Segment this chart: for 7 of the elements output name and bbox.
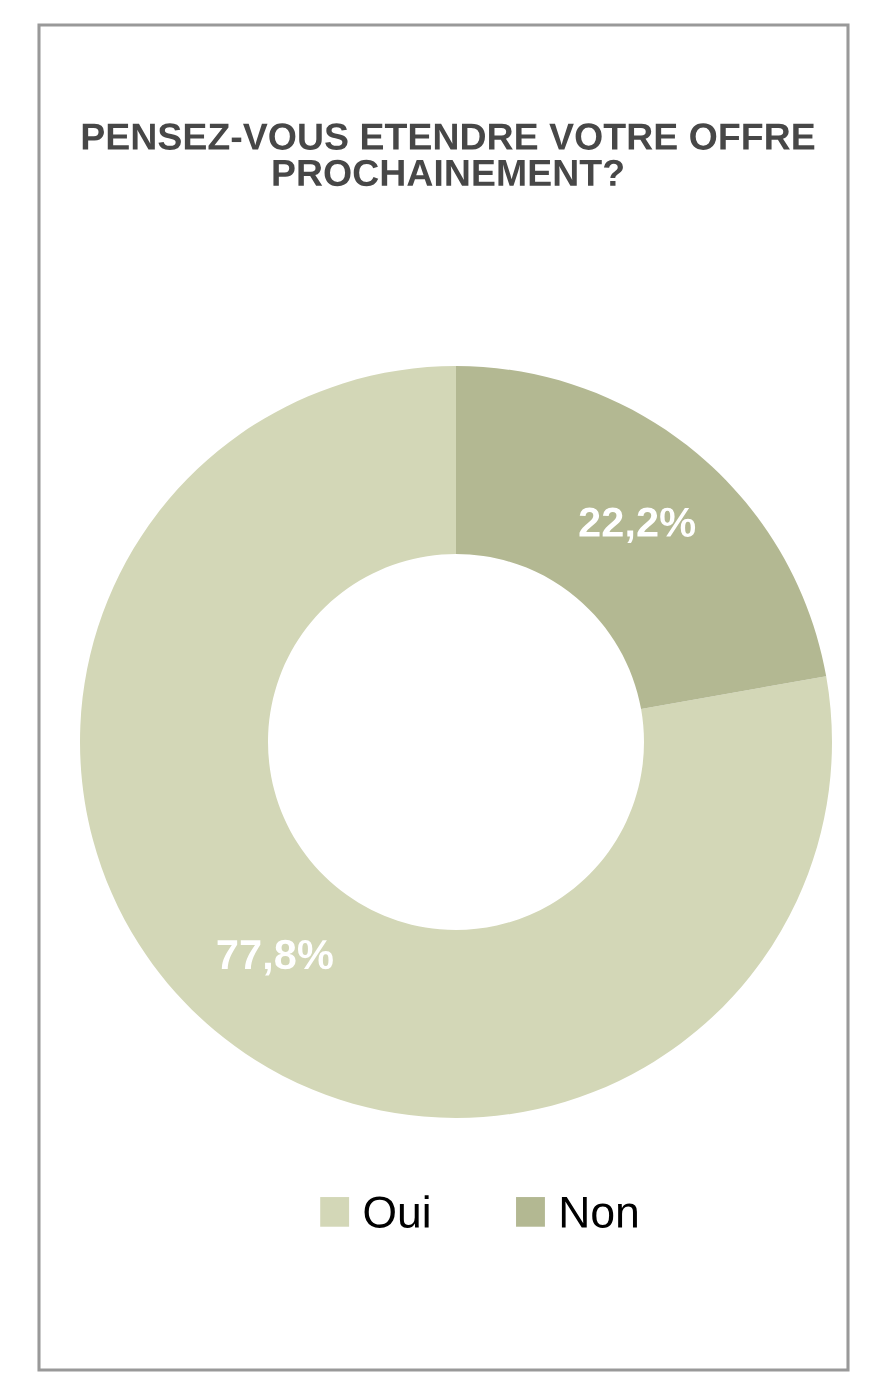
donut-slice xyxy=(456,366,827,710)
data-label: 22,2% xyxy=(579,507,696,544)
data-label: 77,8% xyxy=(217,939,333,976)
donut-slice xyxy=(80,366,832,1118)
chart-title: PENSEZ-VOUS ETENDRE VOTRE OFFRE PROCHAINEMENT? xyxy=(82,123,815,187)
legend-label: Non xyxy=(561,1196,637,1228)
legend-label: Oui xyxy=(364,1195,429,1228)
